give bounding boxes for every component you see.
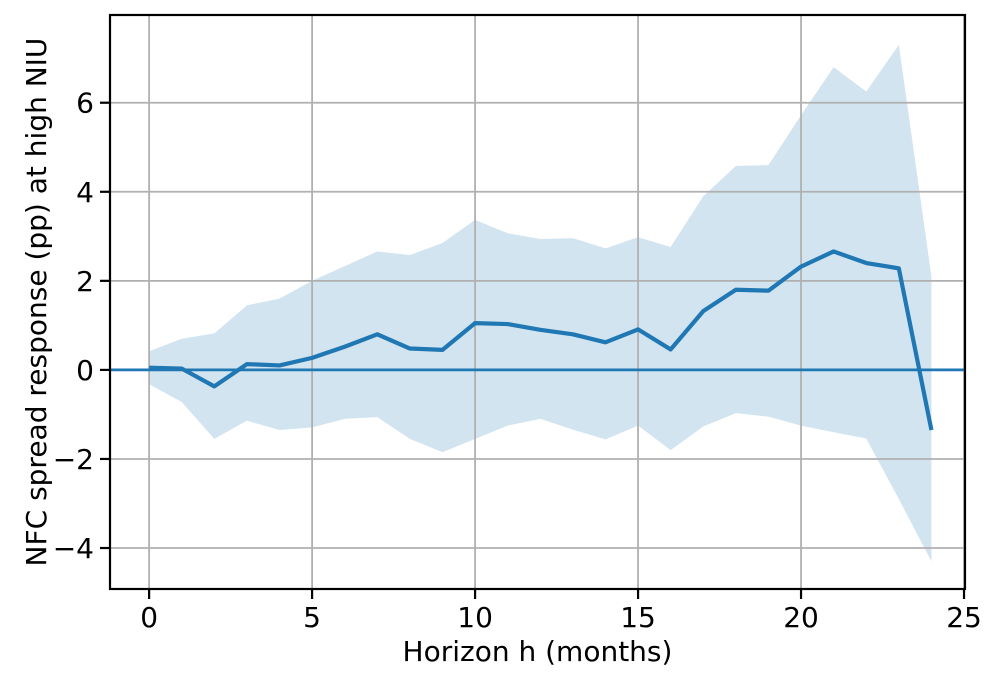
x-axis-label: Horizon h (months) — [402, 635, 673, 668]
x-tick-label: 25 — [946, 601, 982, 634]
x-tick-label: 20 — [783, 601, 819, 634]
axis-spines — [108, 13, 967, 591]
data-line-layer — [110, 249, 965, 431]
y-tick-label: 2 — [76, 265, 94, 298]
x-tick-label: 0 — [140, 601, 158, 634]
axis-ticks-layer — [100, 101, 966, 599]
x-tick-label: 15 — [620, 601, 656, 634]
x-tick-label: 5 — [303, 601, 321, 634]
y-tick-label: −2 — [53, 443, 94, 476]
y-tick-label: 6 — [76, 87, 94, 120]
y-axis-label: NFC spread response (pp) at high NIU — [20, 37, 53, 567]
y-tick-label: −4 — [53, 532, 94, 565]
y-tick-label: 0 — [76, 354, 94, 387]
axis-spines-layer — [108, 13, 967, 591]
tick-labels-layer: 0 5 10 15 20 25 −4 −2 0 2 4 6 — [53, 87, 982, 634]
x-tick-label: 10 — [457, 601, 493, 634]
y-tick-label: 4 — [76, 176, 94, 209]
response-line — [149, 249, 934, 431]
confidence-band — [149, 44, 932, 562]
confidence-band-layer — [149, 44, 932, 562]
